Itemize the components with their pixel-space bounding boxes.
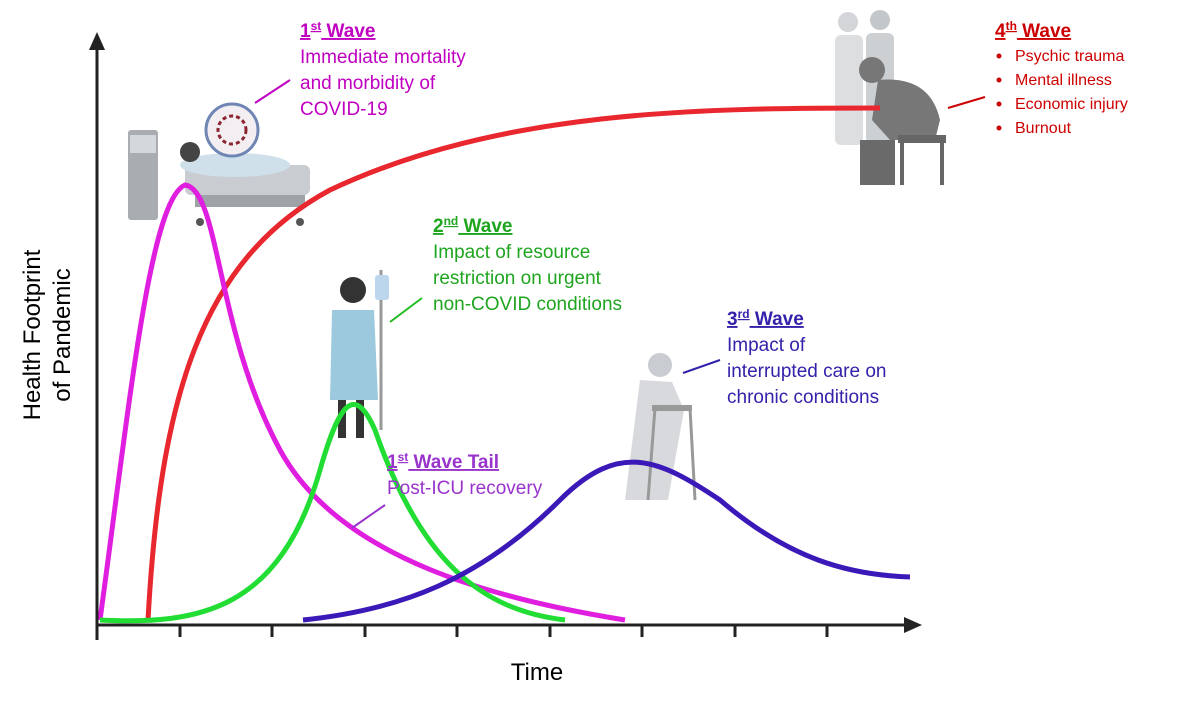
bullet-dot (996, 53, 1002, 59)
wave-ordinal: 1 (300, 21, 311, 42)
x-axis-label: Time (511, 659, 563, 686)
wave-ordinal: 3 (727, 309, 738, 330)
wave-name: Wave (1017, 21, 1071, 42)
wave-ordinal: 1 (387, 452, 398, 473)
wave-ordinal-suffix: th (1006, 19, 1017, 33)
connectors (254, 79, 986, 529)
y-axis-label: of Pandemic (49, 268, 76, 401)
wave-bullet: Burnout (1015, 120, 1072, 137)
wave-bullet: Economic injury (1015, 96, 1128, 113)
wave-ordinal: 2 (433, 216, 444, 237)
fourth-wave-illustration (835, 10, 946, 185)
second-wave-curve (99, 402, 566, 624)
wave-ordinal-suffix: st (398, 450, 409, 464)
wave-bullet: Psychic trauma (1015, 48, 1124, 65)
axes (95, 45, 910, 640)
wave-description: chronic conditions (727, 387, 879, 408)
wave-description: interrupted care on (727, 361, 887, 382)
wave-title: 2nd Wave (433, 214, 512, 237)
wave-name: Wave (750, 309, 804, 330)
icu-illustration (128, 102, 310, 226)
wave-title: 3rd Wave (727, 307, 804, 330)
wave-ordinal: 4 (995, 21, 1006, 42)
y-axis-label: Health Footprint (19, 249, 46, 420)
wave-name: Wave Tail (408, 452, 499, 473)
bullet-dot (996, 125, 1002, 131)
wave-ordinal-suffix: rd (738, 307, 750, 321)
wave-bullet: Mental illness (1015, 72, 1112, 89)
bullet-dot (996, 101, 1002, 107)
wave-description: and morbidity of (300, 73, 436, 94)
wave-description: Impact of (727, 335, 806, 356)
x-arrowhead (904, 617, 922, 633)
wave-ordinal-suffix: st (311, 19, 322, 33)
wave-description: restriction on urgent (433, 268, 602, 289)
wave-description: non-COVID conditions (433, 294, 622, 315)
y-arrowhead (89, 32, 105, 50)
wave-name: Wave (458, 216, 512, 237)
wave-description: COVID-19 (300, 99, 388, 120)
wave-ordinal-suffix: nd (444, 214, 459, 228)
fourth-wave-curve (145, 105, 881, 621)
wave-description: Post-ICU recovery (387, 478, 543, 499)
third-wave-curve (302, 459, 911, 623)
wave-title: 1st Wave Tail (387, 450, 499, 473)
wave-name: Wave (321, 21, 375, 42)
wave-title: 1st Wave (300, 19, 375, 42)
wave-description: Impact of resource (433, 242, 590, 263)
patient-illustration (330, 270, 389, 438)
wave-description: Immediate mortality (300, 47, 466, 68)
wave-title: 4th Wave (995, 19, 1071, 42)
bullet-dot (996, 77, 1002, 83)
first-wave-curve (97, 182, 626, 623)
